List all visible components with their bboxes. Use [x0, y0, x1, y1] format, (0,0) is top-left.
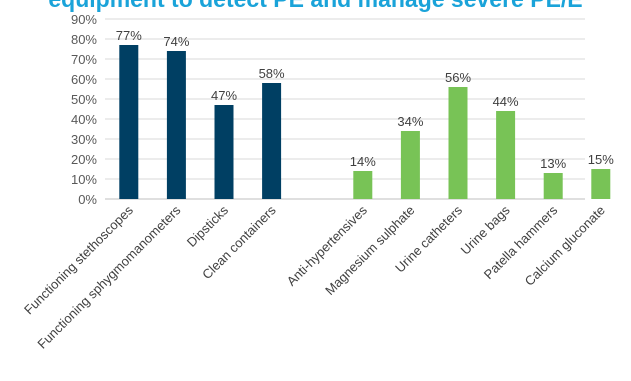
y-tick-label: 80%	[71, 32, 97, 47]
data-label: 47%	[211, 88, 237, 103]
bar	[496, 111, 516, 199]
x-tick-label: Magnesium sulphate	[322, 203, 417, 298]
bar	[214, 105, 234, 199]
bar	[262, 83, 282, 199]
y-tick-label: 30%	[71, 132, 97, 147]
x-tick-label: Calcium gluconate	[522, 203, 608, 289]
y-tick-label: 20%	[71, 152, 97, 167]
data-label: 34%	[397, 114, 423, 129]
y-axis: 0% 10% 20% 30% 40% 50% 60% 70% 80% 90%	[71, 12, 97, 207]
y-tick-label: 50%	[71, 92, 97, 107]
data-label: 14%	[350, 154, 376, 169]
data-label: 58%	[259, 66, 285, 81]
bars	[119, 45, 611, 199]
data-label: 56%	[445, 70, 471, 85]
y-tick-label: 40%	[71, 112, 97, 127]
bar	[166, 51, 186, 199]
bar	[353, 171, 373, 199]
y-tick-label: 70%	[71, 52, 97, 67]
bar	[448, 87, 468, 199]
bar	[400, 131, 420, 199]
x-tick-label: Dipsticks	[184, 202, 232, 250]
bar	[591, 169, 611, 199]
y-tick-label: 60%	[71, 72, 97, 87]
x-tick-label: Anti-hypertensives	[284, 202, 371, 289]
data-label: 44%	[493, 94, 519, 109]
chart-title: equipment to detect PE and manage severe…	[0, 0, 631, 13]
data-labels: 77% 74% 47% 58% 14% 34% 56% 44% 13% 15%	[116, 28, 614, 171]
data-label: 13%	[540, 156, 566, 171]
y-tick-label: 10%	[71, 172, 97, 187]
y-tick-label: 0%	[78, 192, 97, 207]
y-tick-label: 90%	[71, 12, 97, 27]
data-label: 77%	[116, 28, 142, 43]
data-label: 15%	[588, 152, 614, 167]
bar	[119, 45, 139, 199]
bar	[543, 173, 563, 199]
data-label: 74%	[163, 34, 189, 49]
